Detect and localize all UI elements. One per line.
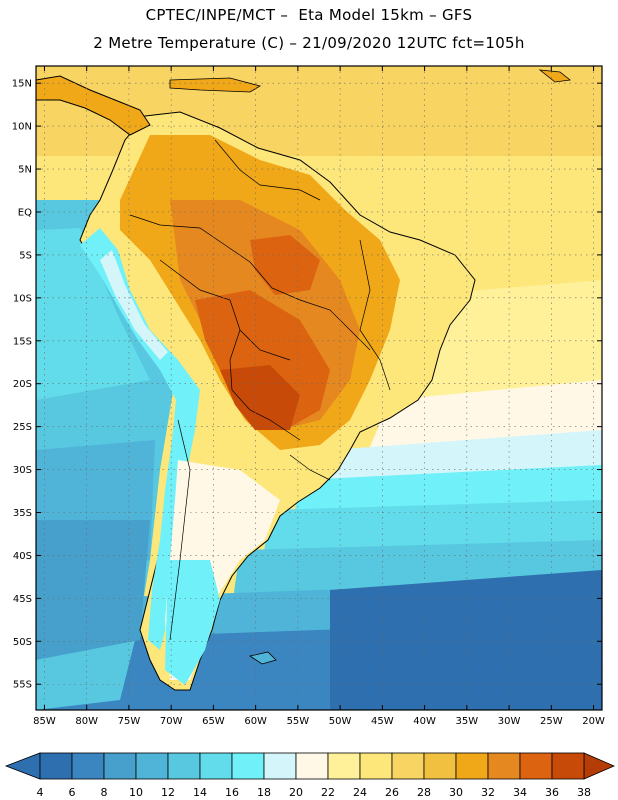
colorbar-swatch <box>295 752 329 780</box>
lat-tick-label: 5N <box>18 165 32 176</box>
border-uruguay <box>289 454 331 481</box>
lon-tick-label: 80W <box>75 716 98 727</box>
colorbar-swatch <box>359 752 393 780</box>
colorbar-swatch <box>263 752 297 780</box>
lon-tick-label: 65W <box>202 716 225 727</box>
colorbar-swatch <box>423 752 457 780</box>
colorbar-label: 10 <box>129 786 143 799</box>
colorbar-swatch <box>135 752 169 780</box>
lon-tick-label: 35W <box>456 716 479 727</box>
lat-tick-label: 15S <box>13 336 32 347</box>
land-caribbean-islands <box>169 77 262 93</box>
colorbar-label: 12 <box>161 786 175 799</box>
colorbar-label: 14 <box>193 786 207 799</box>
lat-tick-label: 35S <box>13 508 32 519</box>
colorbar-swatch <box>199 752 233 780</box>
andes-highland-cool <box>100 250 168 360</box>
colorbar-label: 16 <box>225 786 239 799</box>
pacific-band-8 <box>36 520 150 660</box>
lat-tick-label: 55S <box>13 680 32 691</box>
lon-tick-label: 45W <box>371 716 394 727</box>
lon-tick-label: 60W <box>244 716 267 727</box>
map-title-line1: CPTEC/INPE/MCT – Eta Model 15km – GFS <box>145 6 473 24</box>
colorbar-swatch <box>487 752 521 780</box>
colorbar: 4 6 8 10 12 14 16 18 20 22 24 26 28 30 32 34 36 38 <box>4 752 616 799</box>
lon-tick-label: 70W <box>160 716 183 727</box>
colorbar-label: 32 <box>481 786 495 799</box>
lat-tick-label: 45S <box>13 594 32 605</box>
lat-tick-label: 25S <box>13 422 32 433</box>
colorbar-low-arrow <box>4 752 41 780</box>
colorbar-swatch <box>391 752 425 780</box>
pacific-band-14 <box>36 228 150 400</box>
colorbar-swatch <box>551 752 585 780</box>
colorbar-label: 18 <box>257 786 271 799</box>
lon-tick-label: 55W <box>287 716 310 727</box>
land-falklands <box>248 651 277 665</box>
colorbar-label: 28 <box>417 786 431 799</box>
colorbar-label: 34 <box>513 786 527 799</box>
colorbar-swatch <box>103 752 137 780</box>
map-title-line2: 2 Metre Temperature (C) – 21/09/2020 12U… <box>93 34 525 52</box>
lon-tick-label: 75W <box>118 716 141 727</box>
lat-tick-label: 10S <box>13 293 32 304</box>
colorbar-label: 24 <box>353 786 367 799</box>
border-venezuela <box>214 139 321 201</box>
border-peru-bolivia <box>159 259 291 361</box>
land-hot-amazon <box>250 235 320 295</box>
colorbar-label: 4 <box>37 786 44 799</box>
lat-tick-label: 20S <box>13 379 32 390</box>
lon-tick-label: 20W <box>582 716 605 727</box>
lon-tick-label: 50W <box>329 716 352 727</box>
ocean-band-4 <box>330 570 602 710</box>
colorbar-label: 6 <box>69 786 76 799</box>
lon-tick-label: 30W <box>498 716 521 727</box>
graticule <box>36 66 602 710</box>
land-hottest-core <box>220 365 300 430</box>
colorbar-swatch <box>231 752 265 780</box>
lon-tick-label: 85W <box>33 716 56 727</box>
colorbar-swatch <box>455 752 489 780</box>
land-central-america <box>36 75 151 136</box>
lat-tick-label: 5S <box>19 250 32 261</box>
colorbar-swatch <box>167 752 201 780</box>
border-bolivia-paraguay <box>229 329 301 441</box>
andes-cold-strip <box>80 228 200 650</box>
land-caribbean-east <box>538 69 571 83</box>
border-chile-argentina <box>169 419 191 641</box>
colorbar-swatch <box>39 752 73 780</box>
colorbar-label: 38 <box>577 786 591 799</box>
lat-tick-label: 10N <box>12 122 32 133</box>
lat-tick-label: 15N <box>12 79 32 90</box>
colorbar-label: 30 <box>449 786 463 799</box>
colorbar-swatch <box>327 752 361 780</box>
border-brazil-states <box>359 239 391 391</box>
lon-tick-label: 25W <box>540 716 563 727</box>
lon-tick-label: 40W <box>413 716 436 727</box>
colorbar-label: 8 <box>101 786 108 799</box>
colorbar-swatch <box>519 752 553 780</box>
longitude-ticks: 85W 80W 75W 70W 65W 60W 55W 50W 45W 40W 35W 30W 25W 2… <box>33 66 605 727</box>
colorbar-swatch <box>71 752 105 780</box>
colorbar-label: 26 <box>385 786 399 799</box>
colorbar-high-arrow <box>583 752 616 780</box>
colorbar-label: 36 <box>545 786 559 799</box>
latitude-ticks: 15N 10N 5N EQ 5S 10S 15S 20S 25S 30S 35S 40S 45S 50S 5… <box>12 79 602 691</box>
colorbar-label: 20 <box>289 786 303 799</box>
map-frame <box>35 65 603 711</box>
map-field <box>36 66 602 710</box>
lat-tick-label: 50S <box>13 637 32 648</box>
country-borders <box>129 139 391 641</box>
lat-tick-label: EQ <box>18 207 32 218</box>
lat-tick-label: 40S <box>13 551 32 562</box>
land-southern-patagonia <box>165 560 220 685</box>
colorbar-label: 22 <box>321 786 335 799</box>
lat-tick-label: 30S <box>13 465 32 476</box>
border-north <box>129 214 301 301</box>
